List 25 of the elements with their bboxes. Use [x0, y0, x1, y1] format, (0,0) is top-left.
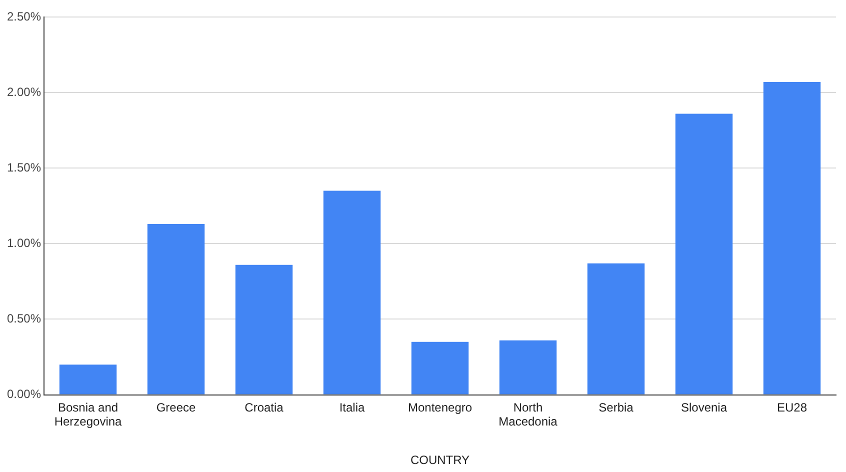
x-tick-label: Serbia — [598, 400, 634, 414]
x-tick-label: Croatia — [244, 400, 284, 414]
bar — [147, 224, 205, 394]
y-tick-label: 1.50% — [6, 160, 42, 174]
bar — [59, 364, 117, 394]
x-tick-label: Bosnia and Herzegovina — [54, 400, 122, 429]
y-tick-label: 0.50% — [6, 312, 42, 326]
x-tick-label: Italia — [339, 400, 366, 414]
bar — [411, 342, 469, 394]
bar — [763, 82, 821, 394]
bar — [235, 264, 293, 394]
bar — [323, 190, 381, 394]
y-tick-label: 0.00% — [6, 387, 42, 402]
bar — [499, 340, 557, 394]
y-tick-label: 2.00% — [6, 84, 42, 99]
bar — [675, 114, 733, 394]
y-tick-label: 2.50% — [6, 9, 42, 24]
x-tick-label: Montenegro — [408, 400, 472, 414]
x-axis-title: COUNTRY — [410, 453, 470, 468]
x-tick-label: EU28 — [776, 400, 808, 414]
y-tick-label: 1.00% — [6, 236, 42, 250]
x-tick-label: North Macedonia — [498, 400, 558, 429]
x-tick-label: Greece — [156, 400, 196, 414]
x-tick-label: Slovenia — [680, 400, 728, 414]
bar — [587, 263, 645, 394]
